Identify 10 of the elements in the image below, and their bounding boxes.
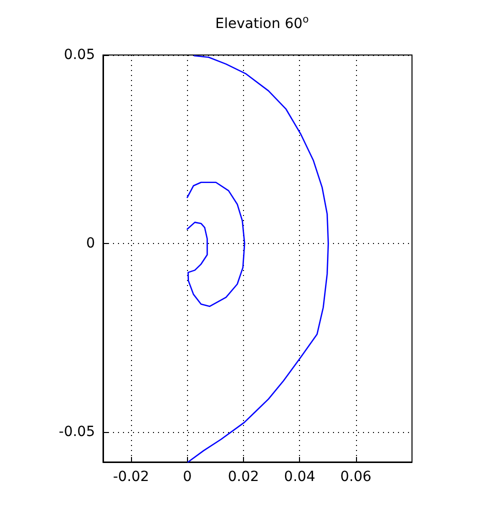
y-tick-label: 0 bbox=[86, 235, 95, 252]
x-tick-label: 0.02 bbox=[228, 469, 260, 485]
x-tick-label: 0 bbox=[182, 469, 192, 485]
x-tick-label: 0.06 bbox=[340, 469, 372, 485]
x-tick-label: 0.04 bbox=[284, 469, 316, 485]
y-tick-label: -0.05 bbox=[58, 424, 95, 440]
line-series bbox=[187, 55, 329, 463]
x-tick-label: -0.02 bbox=[112, 469, 150, 485]
line-series bbox=[186, 182, 246, 308]
y-tick-label: 0.05 bbox=[64, 47, 95, 63]
